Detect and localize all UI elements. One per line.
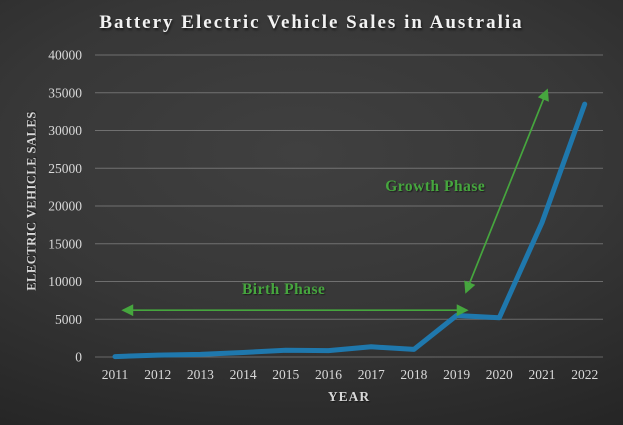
x-tick-label: 2013	[187, 367, 214, 382]
chart-title: Battery Electric Vehicle Sales in Austra…	[99, 12, 524, 33]
annotation-growth-phase-label: Growth Phase	[385, 178, 486, 196]
y-tick-label: 0	[75, 350, 82, 365]
y-tick-label: 30000	[48, 123, 82, 138]
x-tick-label: 2011	[102, 367, 129, 382]
annotation-birth-phase-label: Birth Phase	[241, 280, 326, 298]
y-tick-label: 20000	[48, 199, 82, 214]
x-tick-label: 2018	[400, 367, 427, 382]
x-tick-label: 2019	[443, 367, 470, 382]
x-tick-label: 2012	[144, 367, 171, 382]
x-tick-label: 2020	[486, 367, 513, 382]
x-tick-labels: 2011 2012 2013 2014 2015 2016 2017 2018 2019 2020…	[102, 367, 598, 382]
y-tick-label: 35000	[48, 85, 82, 100]
y-tick-label: 5000	[55, 312, 82, 327]
gridlines	[95, 54, 603, 358]
y-tick-label: 25000	[48, 161, 82, 176]
x-tick-label: 2014	[230, 367, 257, 382]
y-tick-label: 40000	[48, 48, 82, 63]
x-tick-label: 2022	[571, 367, 598, 382]
y-tick-labels: 0 5000 10000 15000 20000 25000 30000 35000 40000	[48, 48, 82, 365]
sales-line-series	[112, 101, 588, 360]
y-tick-label: 10000	[48, 274, 82, 289]
x-tick-label: 2017	[358, 367, 385, 382]
x-tick-label: 2021	[529, 367, 556, 382]
x-axis-title: YEAR	[327, 389, 371, 404]
growth-phase-arrow	[464, 88, 549, 294]
y-tick-label: 15000	[48, 236, 82, 251]
x-tick-label: 2015	[272, 367, 299, 382]
x-tick-label: 2016	[315, 367, 342, 382]
